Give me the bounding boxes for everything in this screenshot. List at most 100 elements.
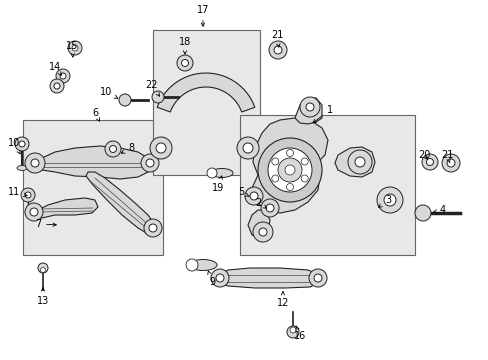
Circle shape [285,165,294,175]
Circle shape [383,194,395,206]
Circle shape [252,222,272,242]
Text: 9: 9 [207,271,215,287]
Circle shape [143,219,162,237]
Polygon shape [157,73,254,112]
Circle shape [265,204,273,212]
Circle shape [30,208,38,216]
Circle shape [156,143,165,153]
Circle shape [21,188,35,202]
Circle shape [243,143,252,153]
Circle shape [181,59,188,67]
Bar [153,30,260,175]
Text: 11: 11 [8,187,27,197]
Text: 3: 3 [378,195,390,207]
Circle shape [286,184,293,190]
Circle shape [421,154,437,170]
Circle shape [152,91,163,103]
Polygon shape [294,98,321,124]
Circle shape [271,158,278,165]
Circle shape [146,159,154,167]
Circle shape [273,46,282,54]
Circle shape [441,154,459,172]
Text: 22: 22 [145,80,159,96]
Circle shape [286,149,293,157]
Circle shape [105,141,121,157]
Circle shape [286,326,298,338]
Polygon shape [251,118,327,213]
Circle shape [237,137,259,159]
Circle shape [50,79,64,93]
Circle shape [60,73,66,79]
Polygon shape [216,268,319,288]
Text: 19: 19 [211,176,224,193]
Text: 21: 21 [440,150,452,163]
Circle shape [54,83,60,89]
Text: 12: 12 [276,292,288,308]
Circle shape [19,141,25,147]
Circle shape [25,153,45,173]
Text: 5: 5 [237,187,249,197]
Circle shape [177,55,193,71]
Circle shape [56,69,70,83]
Text: 1: 1 [312,105,332,123]
Circle shape [25,192,31,198]
Circle shape [216,274,224,282]
Polygon shape [35,146,150,179]
Polygon shape [247,210,269,238]
Circle shape [258,138,321,202]
Circle shape [119,94,131,106]
Circle shape [15,137,29,151]
Circle shape [259,228,266,236]
Circle shape [289,327,295,333]
Polygon shape [86,172,155,234]
Circle shape [354,157,364,167]
Circle shape [301,175,307,182]
Circle shape [249,192,258,200]
Text: 21: 21 [270,30,283,47]
Circle shape [305,103,313,111]
Circle shape [308,269,326,287]
Ellipse shape [189,260,217,270]
Circle shape [268,41,286,59]
Circle shape [72,45,78,51]
Polygon shape [34,198,98,218]
Circle shape [426,158,433,166]
Text: 18: 18 [179,37,191,54]
Text: 6: 6 [92,108,100,121]
Ellipse shape [17,166,27,171]
Text: 10: 10 [100,87,118,98]
Ellipse shape [210,168,232,177]
Circle shape [210,269,228,287]
Circle shape [278,158,302,182]
Circle shape [150,137,172,159]
Circle shape [38,263,48,273]
Text: 17: 17 [196,5,209,26]
Text: 10: 10 [8,138,20,154]
Circle shape [31,159,39,167]
Text: 4: 4 [433,205,445,215]
Circle shape [299,97,319,117]
Text: 14: 14 [49,62,61,75]
Text: 7: 7 [35,219,56,229]
Circle shape [446,159,454,167]
Bar [240,115,414,255]
Text: 15: 15 [66,41,78,57]
Circle shape [149,224,157,232]
Circle shape [25,203,43,221]
Circle shape [376,187,402,213]
Text: 8: 8 [121,143,134,153]
Circle shape [414,205,430,221]
Circle shape [141,154,159,172]
Circle shape [301,158,307,165]
Circle shape [347,150,371,174]
Circle shape [261,199,279,217]
Circle shape [206,168,217,178]
Circle shape [267,148,311,192]
Circle shape [68,41,82,55]
Circle shape [313,274,321,282]
Circle shape [109,145,116,153]
Text: 20: 20 [417,150,429,160]
Polygon shape [334,147,374,177]
Text: 13: 13 [37,288,49,306]
Bar [23,120,163,255]
